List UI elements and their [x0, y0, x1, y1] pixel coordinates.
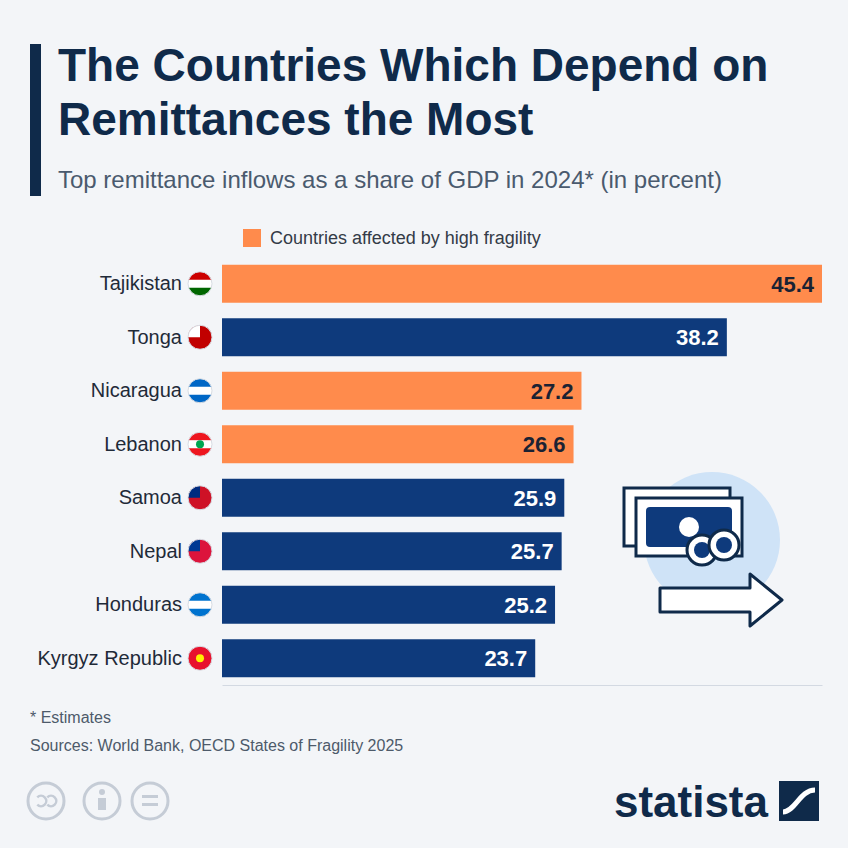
y-tick: Tajikistan: [100, 272, 182, 294]
y-tick: Nepal: [130, 540, 182, 562]
title: The Countries Which Depend on Remittance…: [58, 38, 828, 146]
flag-border: [188, 432, 212, 456]
y-tick-label: Nicaragua: [91, 379, 183, 401]
icon-coin: [709, 530, 739, 560]
y-tick-label: Tajikistan: [100, 272, 182, 294]
flag-part: [188, 440, 212, 449]
flags: [188, 272, 212, 671]
y-tick-label: Kyrgyz Republic: [37, 647, 182, 669]
flag-border: [188, 646, 212, 670]
title-accent: [30, 44, 41, 196]
flag-border: [188, 486, 212, 510]
y-tick: Honduras: [95, 593, 182, 615]
flag-part: [188, 387, 212, 396]
legend: Countries affected by high fragility: [243, 228, 541, 248]
flag-part: [188, 272, 212, 281]
x-axis: [223, 685, 823, 686]
y-tick: Lebanon: [104, 433, 182, 455]
data-label: 27.2: [531, 379, 574, 404]
data-label: 38.2: [676, 325, 719, 350]
flag-border: [188, 272, 212, 296]
money-icon: [624, 472, 782, 626]
flag: [188, 486, 212, 510]
y-axis: Tajikistan Tonga Nicaragua Lebanon Samoa Nepa…: [37, 272, 182, 669]
icon-note-dot: [679, 517, 699, 537]
y-tick: Tonga: [128, 326, 183, 348]
license-icons: [28, 783, 168, 819]
bar: [222, 265, 822, 303]
source: Sources: World Bank, OECD States of Frag…: [30, 737, 403, 754]
flag: [188, 539, 212, 563]
flag-part: [188, 646, 212, 670]
license-icon-part: [98, 798, 106, 810]
flag-part: [188, 486, 212, 510]
flag-part: [196, 654, 204, 662]
bar: [222, 318, 727, 356]
bars: [222, 265, 822, 677]
flag-part: [188, 432, 212, 441]
flag-border: [188, 539, 212, 563]
license-icon-part: [142, 795, 158, 798]
brand-logo: statista: [614, 777, 769, 826]
flag: [188, 432, 212, 457]
y-tick: Nicaragua: [91, 379, 183, 401]
bar: [222, 425, 574, 463]
y-tick-label: Tonga: [128, 326, 183, 348]
license-icon: [132, 783, 168, 819]
bar: [222, 479, 564, 517]
license-icon: [28, 783, 64, 819]
bar: [222, 532, 562, 570]
footnote: * Estimates: [30, 709, 111, 726]
brand-square: [779, 781, 819, 821]
subtitle: Top remittance inflows as a share of GDP…: [58, 166, 838, 194]
bar: [222, 586, 555, 624]
y-tick: Samoa: [119, 486, 183, 508]
license-icon-part: [99, 789, 105, 795]
y-tick-label: Honduras: [95, 593, 182, 615]
license-icon: [84, 783, 120, 819]
flag: [188, 325, 212, 349]
bar: [222, 372, 581, 410]
flag-border: [188, 379, 212, 403]
flag-part: [188, 325, 212, 349]
flag-part: [188, 280, 212, 289]
flag-border: [188, 593, 212, 617]
brand-mark: [779, 781, 819, 821]
y-tick-label: Lebanon: [104, 433, 182, 455]
bar: [222, 639, 535, 677]
flag-part: [188, 593, 212, 602]
data-label: 45.4: [771, 272, 815, 297]
data-label: 25.2: [504, 593, 547, 618]
y-tick-label: Samoa: [119, 486, 183, 508]
flag: [188, 272, 212, 297]
x-axis-line: [223, 685, 823, 686]
data-label: 25.9: [513, 486, 556, 511]
flag: [188, 646, 212, 670]
flag-part: [196, 440, 204, 448]
background: [0, 0, 848, 848]
legend-swatch: [243, 229, 261, 247]
license-icon-part: [46, 795, 57, 808]
flag-part: [188, 539, 212, 563]
icon-coin-inner: [716, 537, 732, 553]
data-label: 25.7: [511, 539, 554, 564]
data-labels: 45.4 27.2 26.6 38.2 25.9 25.7 25.2 23.7: [484, 272, 814, 671]
flag-part: [188, 379, 212, 388]
license-icon-part: [142, 803, 158, 806]
flag: [188, 379, 212, 404]
y-tick-label: Nepal: [130, 540, 182, 562]
legend-label: Countries affected by high fragility: [270, 228, 541, 248]
license-icon-part: [36, 795, 47, 808]
flag-part: [188, 601, 212, 610]
flag: [188, 593, 212, 618]
icon-arrow: [660, 574, 782, 626]
brand-wave: [783, 790, 815, 812]
flag-border: [188, 325, 212, 349]
data-label: 23.7: [484, 646, 527, 671]
data-label: 26.6: [523, 432, 566, 457]
y-tick: Kyrgyz Republic: [37, 647, 182, 669]
